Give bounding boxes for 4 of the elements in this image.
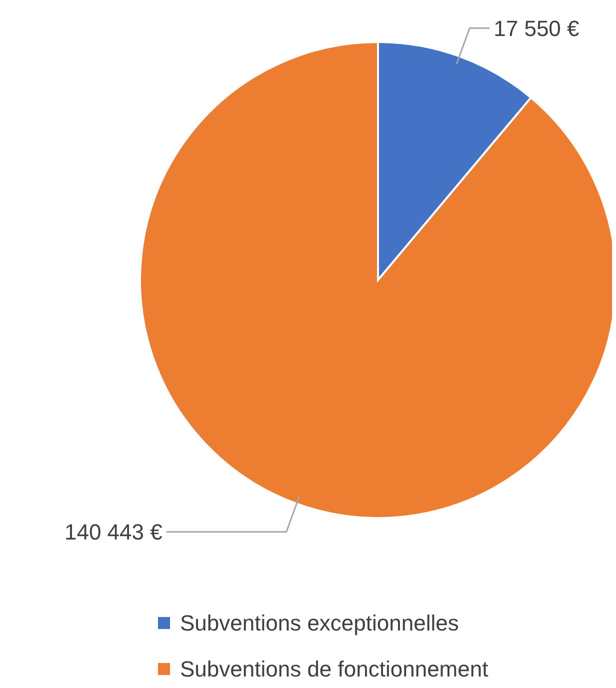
legend-label: Subventions exceptionnelles (180, 610, 459, 636)
legend-label: Subventions de fonctionnement (180, 656, 488, 682)
data-label: 140 443 € (64, 520, 162, 545)
data-label: 17 550 € (494, 16, 580, 41)
